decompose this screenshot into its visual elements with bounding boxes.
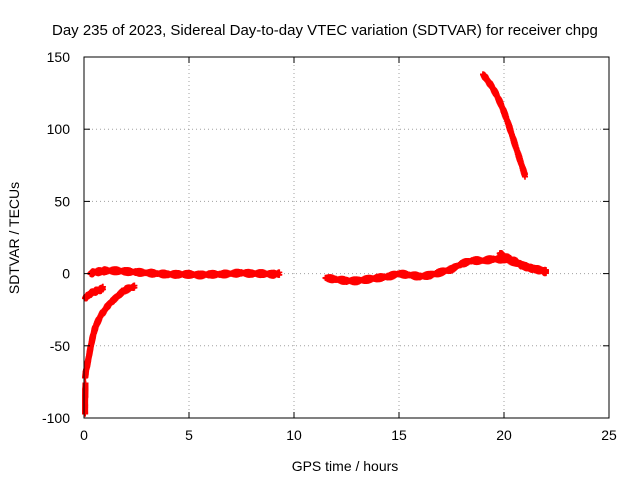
chart-title: Day 235 of 2023, Sidereal Day-to-day VTE…	[52, 22, 598, 39]
x-tick-label: 15	[391, 427, 407, 443]
x-tick-label: 10	[286, 427, 302, 443]
x-tick-label: 25	[601, 427, 617, 443]
series-arc-main-0-9.3h	[87, 266, 283, 280]
data-point	[543, 270, 549, 277]
series-arc-recovering-0-2.4h	[82, 282, 138, 381]
grid	[84, 57, 609, 418]
data-point	[99, 283, 106, 290]
data-point	[131, 284, 138, 291]
data-points	[82, 71, 549, 417]
data-point	[522, 173, 528, 180]
series-arc-short-0-0.9h	[82, 283, 106, 302]
series-arc-late-20-22h	[496, 250, 549, 277]
x-axis-label: GPS time / hours	[292, 458, 399, 474]
data-point	[82, 380, 89, 387]
data-point	[276, 269, 283, 276]
y-tick-label: -100	[42, 410, 70, 426]
y-tick-label: 50	[54, 193, 70, 209]
y-tick-label: 150	[47, 49, 71, 65]
x-tick-label: 0	[80, 427, 88, 443]
y-tick-label: 0	[62, 266, 70, 282]
y-axis-label: SDTVAR / TECUs	[6, 182, 22, 294]
x-tick-label: 5	[185, 427, 193, 443]
axis-ticks: 0 5 10 15 20 25 -100 -50 0 50 100 150	[42, 49, 617, 443]
x-tick-label: 20	[496, 427, 512, 443]
series-arc-high-19-21h	[480, 71, 528, 180]
y-tick-label: -50	[50, 338, 70, 354]
series-arc-dropout-0h	[82, 380, 89, 417]
plot-frame	[83, 56, 610, 419]
y-tick-label: 100	[47, 121, 71, 137]
